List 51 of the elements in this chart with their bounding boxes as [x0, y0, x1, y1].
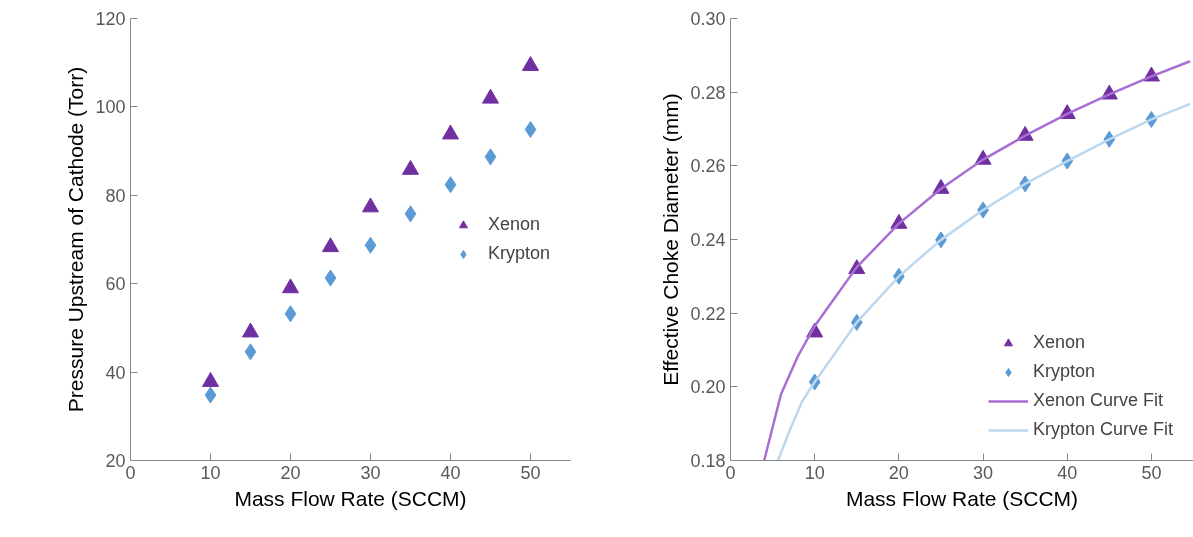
legend-label: Krypton Curve Fit — [1032, 419, 1173, 440]
legend-label: Xenon — [1032, 332, 1086, 353]
y-axis-title: Effective Choke Diameter (mm) — [659, 93, 683, 386]
point — [244, 343, 257, 361]
y-tick-label: 100 — [95, 97, 126, 118]
point — [364, 236, 377, 254]
legend-label: Krypton — [1032, 361, 1095, 382]
x-tick-label: 10 — [200, 462, 221, 483]
y-tick-label: 0.18 — [690, 451, 726, 471]
point — [284, 305, 297, 323]
point — [444, 176, 457, 194]
point — [242, 322, 259, 338]
x-tick-label: 50 — [1141, 462, 1162, 483]
y-tick-label: 0.28 — [690, 82, 726, 103]
point — [524, 120, 537, 138]
point — [362, 197, 379, 213]
x-tick-label: 0 — [725, 462, 736, 483]
x-tick-label: 20 — [280, 462, 301, 483]
x-tick-label: 0 — [125, 462, 136, 483]
legend-label: Krypton — [487, 243, 550, 264]
point — [204, 386, 217, 404]
y-tick-label: 0.26 — [690, 156, 726, 177]
legend-label: Xenon Curve Fit — [1032, 390, 1164, 411]
x-tick-label: 30 — [360, 462, 381, 483]
x-axis-title: Mass Flow Rate (SCCM) — [234, 486, 467, 510]
x-axis-title: Mass Flow Rate (SCCM) — [845, 486, 1079, 510]
y-tick-label: 0.20 — [690, 377, 726, 398]
y-axis-title: Pressure Upstream of Cathode (Torr) — [64, 66, 88, 413]
x-tick-label: 20 — [888, 462, 909, 483]
y-tick-label: 0.30 — [690, 9, 726, 29]
y-tick-label: 120 — [95, 9, 126, 29]
point — [282, 278, 299, 294]
x-tick-label: 40 — [440, 462, 461, 483]
x-tick-label: 50 — [520, 462, 541, 483]
y-tick-label: 0.24 — [690, 230, 726, 250]
x-tick-label: 30 — [973, 462, 994, 483]
point — [404, 205, 417, 223]
y-tick-label: 40 — [105, 362, 126, 383]
point — [324, 269, 337, 287]
x-tick-label: 10 — [804, 462, 825, 483]
point — [442, 124, 459, 140]
point — [522, 56, 539, 71]
point — [484, 148, 497, 166]
point — [402, 159, 419, 175]
x-tick-label: 40 — [1057, 462, 1078, 483]
y-tick-label: 80 — [105, 185, 126, 206]
y-tick-label: 60 — [105, 274, 126, 295]
point — [322, 237, 339, 253]
point — [482, 88, 499, 104]
y-tick-label: 0.22 — [690, 303, 726, 324]
legend-label: Xenon — [487, 214, 541, 235]
